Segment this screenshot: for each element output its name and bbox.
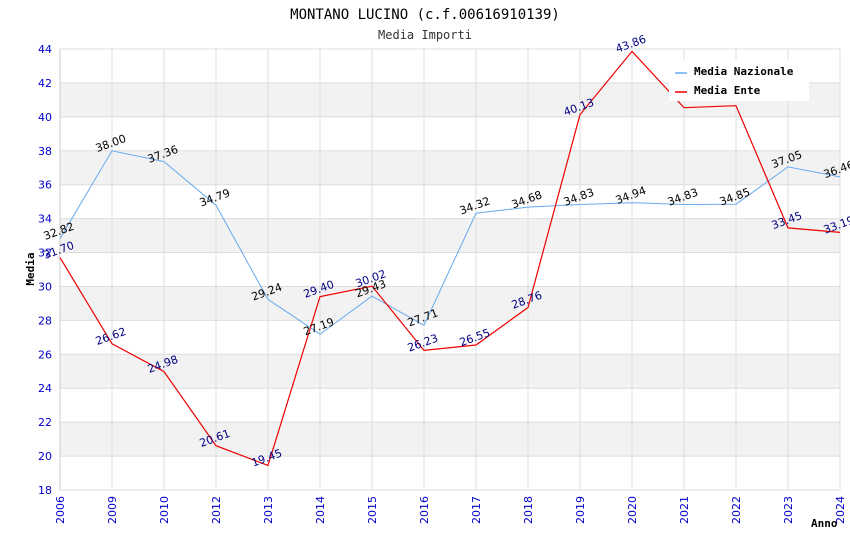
y-tick-label: 38: [38, 145, 52, 158]
x-tick-label: 2021: [678, 496, 691, 524]
x-tick-label: 2013: [262, 496, 275, 524]
x-tick-label: 2019: [574, 496, 587, 524]
grid-band: [60, 218, 840, 253]
y-tick-label: 22: [38, 416, 52, 429]
y-tick-label: 20: [38, 450, 52, 463]
x-tick-label: 2020: [626, 496, 639, 524]
y-tick-label: 24: [38, 382, 52, 395]
grid-band: [60, 286, 840, 321]
grid-band: [60, 184, 840, 219]
y-axis-title: Media: [24, 252, 37, 285]
y-tick-label: 40: [38, 111, 52, 124]
x-tick-label: 2017: [470, 496, 483, 524]
x-tick-label: 2009: [106, 496, 119, 524]
y-tick-label: 44: [38, 43, 52, 56]
y-tick-label: 28: [38, 314, 52, 327]
x-tick-label: 2016: [418, 496, 431, 524]
y-tick-label: 30: [38, 280, 52, 293]
x-tick-label: 2023: [782, 496, 795, 524]
x-tick-label: 2018: [522, 496, 535, 524]
x-tick-label: 2010: [158, 496, 171, 524]
grid-band: [60, 150, 840, 185]
grid-band: [60, 422, 840, 457]
legend-box: [669, 60, 809, 101]
legend-label-media-ente: Media Ente: [694, 84, 761, 97]
series-line-media-nazionale: [59, 150, 841, 335]
series-lines: [59, 50, 841, 467]
legend: Media Nazionale Media Ente: [669, 60, 809, 101]
grid-band: [60, 388, 840, 423]
x-tick-label: 2024: [834, 496, 847, 524]
x-axis-title: Anno: [811, 517, 838, 530]
grid-band: [60, 354, 840, 389]
chart-title: MONTANO LUCINO (c.f.00616910139): [290, 7, 560, 23]
y-axis-ticks: 18 20 22 24 26 28 30 32 34 36 38 40 42 44: [38, 43, 52, 497]
grid-band: [60, 116, 840, 151]
y-tick-label: 26: [38, 348, 52, 361]
grid-lines: [59, 48, 841, 491]
chart-subtitle: Media Importi: [378, 28, 472, 42]
y-tick-label: 32: [38, 247, 52, 260]
grid-band: [60, 456, 840, 490]
x-tick-label: 2012: [210, 496, 223, 524]
x-tick-label: 2014: [314, 496, 327, 524]
y-tick-label: 42: [38, 77, 52, 90]
y-tick-label: 34: [38, 213, 52, 226]
y-tick-label: 36: [38, 179, 52, 192]
y-tick-label: 18: [38, 484, 52, 497]
x-tick-label: 2015: [366, 496, 379, 524]
series-line-media-ente: [59, 50, 841, 467]
grid-band: [60, 320, 840, 355]
x-tick-label: 2006: [54, 496, 67, 524]
legend-label-media-nazionale: Media Nazionale: [694, 65, 794, 78]
x-tick-label: 2022: [730, 496, 743, 524]
x-axis-ticks: 2006 2009 2010 2012 2013 2014 2015 2016 2017 2018…: [54, 496, 847, 524]
